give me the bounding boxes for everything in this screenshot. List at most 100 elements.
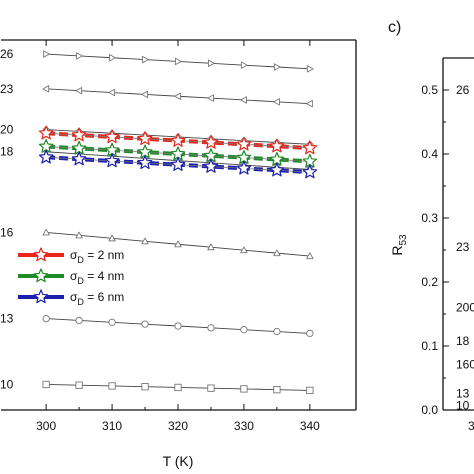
square-marker bbox=[240, 385, 248, 393]
series-23: 23 bbox=[0, 82, 313, 108]
circle-marker bbox=[240, 326, 248, 334]
bold-series-9 bbox=[38, 149, 318, 179]
triangle-up-marker bbox=[75, 231, 83, 239]
triangle-right-marker bbox=[76, 52, 83, 60]
circle-marker bbox=[42, 314, 50, 323]
square-marker bbox=[42, 380, 50, 389]
star-marker bbox=[203, 158, 219, 173]
x-tick-label: 320 bbox=[168, 419, 188, 433]
star-marker bbox=[236, 136, 252, 151]
series-label-18: 18 bbox=[0, 145, 14, 159]
y-tick-label: 0.1 bbox=[421, 339, 438, 353]
triangle-right-marker bbox=[142, 55, 149, 64]
legend-entry-text: σD = 4 nm bbox=[70, 269, 124, 286]
point-label-160: 160 bbox=[456, 358, 474, 372]
triangle-up-marker bbox=[306, 252, 314, 260]
star-marker bbox=[170, 133, 186, 147]
left-plot-panel: 300 310 320 330 340 T (K) 26 23 20 18 16 13 10 σD = 2… bbox=[0, 39, 357, 469]
series-label-16: 16 bbox=[0, 225, 14, 239]
triangle-right-marker bbox=[174, 57, 182, 66]
circle-marker bbox=[75, 316, 83, 325]
y-tick-label: 0.4 bbox=[421, 147, 438, 161]
circle-marker bbox=[273, 327, 281, 336]
circle-marker bbox=[174, 322, 182, 330]
series-label-13: 13 bbox=[0, 312, 14, 326]
point-label-200: 200 bbox=[456, 301, 474, 315]
series-label-23: 23 bbox=[0, 82, 14, 96]
x-tick-label: 310 bbox=[102, 419, 122, 433]
square-marker bbox=[108, 382, 116, 390]
legend: σD = 2 nm σD = 4 nm σD = 6 nm bbox=[18, 247, 124, 307]
y-tick-label: 0.5 bbox=[421, 83, 438, 97]
square-marker bbox=[273, 386, 281, 394]
star-marker bbox=[203, 134, 219, 149]
triangle-right-marker bbox=[43, 50, 50, 58]
point-label-26: 26 bbox=[456, 83, 470, 97]
point-label-23: 23 bbox=[456, 240, 470, 254]
series-10: 10 bbox=[0, 377, 314, 395]
triangle-right-marker bbox=[207, 59, 215, 67]
x-tick-label: 300 bbox=[36, 419, 56, 433]
circle-marker bbox=[306, 329, 314, 338]
triangle-left-marker bbox=[108, 88, 116, 97]
star-marker bbox=[38, 125, 54, 140]
legend-entry-text: σD = 2 nm bbox=[70, 248, 124, 265]
triangle-left-marker bbox=[141, 90, 149, 99]
series-label-10: 10 bbox=[0, 377, 14, 391]
x-tick-label: 340 bbox=[300, 419, 320, 433]
y-tick-label: 0.0 bbox=[421, 403, 438, 417]
triangle-left-marker bbox=[207, 94, 214, 102]
star-marker bbox=[33, 247, 49, 262]
bold-series-8 bbox=[38, 138, 318, 168]
circle-marker bbox=[207, 324, 215, 332]
triangle-left-marker bbox=[273, 98, 280, 106]
panel-label: c) bbox=[388, 19, 401, 36]
legend-entry-text: σD = 6 nm bbox=[70, 290, 124, 307]
triangle-right-marker bbox=[240, 61, 248, 69]
x-tick-label-partial: 3 bbox=[468, 419, 474, 433]
star-marker bbox=[71, 151, 87, 166]
triangle-up-marker bbox=[174, 240, 182, 248]
star-marker bbox=[170, 157, 186, 171]
star-marker bbox=[104, 153, 120, 168]
star-marker bbox=[33, 268, 49, 283]
triangle-up-marker bbox=[273, 249, 281, 257]
square-marker bbox=[75, 381, 83, 389]
triangle-up-marker bbox=[207, 243, 215, 251]
square-marker bbox=[141, 383, 149, 391]
triangle-up-marker bbox=[42, 228, 50, 236]
y-tick-label: 0.3 bbox=[421, 211, 438, 225]
triangle-up-marker bbox=[108, 234, 116, 242]
triangle-left-marker bbox=[306, 99, 313, 108]
series-label-20: 20 bbox=[0, 123, 14, 137]
star-marker bbox=[71, 127, 87, 142]
bold-series-7 bbox=[38, 125, 318, 155]
series-26: 26 bbox=[0, 47, 314, 73]
square-marker bbox=[306, 386, 314, 395]
triangle-left-marker bbox=[75, 87, 83, 95]
triangle-up-marker bbox=[240, 246, 248, 254]
triangle-left-marker bbox=[240, 96, 247, 104]
star-marker bbox=[236, 160, 252, 175]
circle-marker bbox=[108, 318, 116, 326]
star-marker bbox=[269, 162, 285, 177]
triangle-left-marker bbox=[174, 92, 182, 100]
triangle-right-marker bbox=[273, 63, 281, 71]
series-label-26: 26 bbox=[0, 47, 14, 61]
x-axis-title: T (K) bbox=[163, 453, 194, 469]
triangle-left-marker bbox=[42, 85, 50, 93]
star-marker bbox=[33, 289, 49, 304]
x-tick-label: 330 bbox=[234, 419, 254, 433]
point-label-13: 13 bbox=[456, 386, 470, 400]
y-tick-label: 0.2 bbox=[421, 275, 438, 289]
star-marker bbox=[302, 140, 318, 155]
point-label-18: 18 bbox=[456, 334, 470, 348]
square-marker bbox=[207, 384, 215, 392]
series-13: 13 bbox=[0, 312, 314, 338]
star-marker bbox=[302, 164, 318, 179]
star-marker bbox=[137, 155, 153, 170]
circle-marker bbox=[141, 320, 149, 328]
star-marker bbox=[38, 149, 54, 164]
